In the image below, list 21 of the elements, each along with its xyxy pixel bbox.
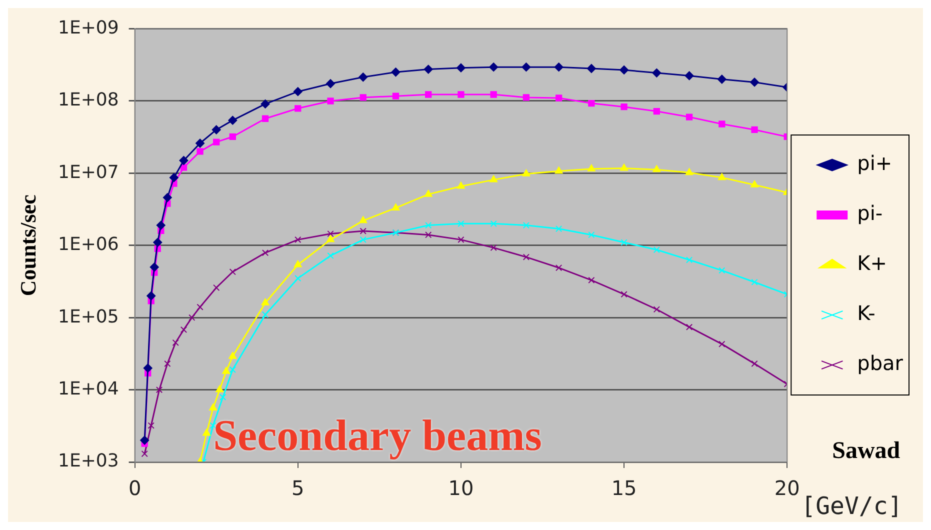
x-tick-label: 15 [611,476,637,500]
legend-label: pbar [857,351,904,376]
annotation: Secondary beams [213,411,542,460]
legend-label: K- [857,301,876,326]
y-tick-label: 1E+05 [58,306,119,328]
legend-label: K+ [857,251,888,276]
x-axis-title: [GeV/c] [801,492,902,520]
text: Sawad [832,438,901,464]
y-tick-label: 1E+04 [58,378,119,400]
x-tick-label: 0 [128,476,142,500]
x-tick-label: 5 [292,476,304,500]
x-tick-label: 20 [774,476,800,500]
legend-label: pi- [857,201,883,226]
y-tick-label: 1E+08 [58,90,119,111]
y-tick-label: 1E+07 [58,162,119,183]
y-tick-label: 1E+09 [58,17,119,38]
y-tick-label: 1E+03 [58,450,119,472]
x-tick-label: 10 [448,476,474,500]
y-tick-label: 1E+06 [58,234,119,256]
y-axis-title: Counts/sec [16,194,41,296]
legend-label: pi+ [857,151,892,176]
